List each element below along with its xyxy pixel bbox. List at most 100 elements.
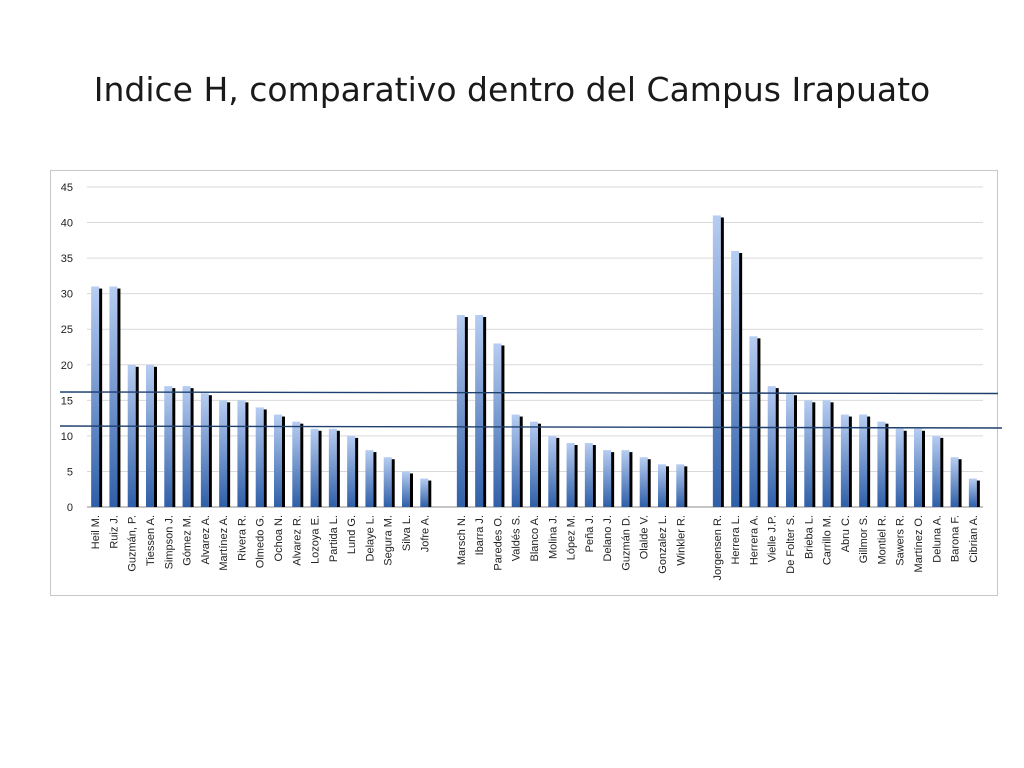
bar-fill xyxy=(402,471,410,507)
bar xyxy=(310,428,322,507)
x-category-label: Ibarra J. xyxy=(474,515,486,555)
bar xyxy=(328,428,340,507)
x-axis-category-labels: Heil M. Ruiz J. Guzmán, P. Tiessen A. Simpso… xyxy=(90,515,980,580)
x-category-label: Delaye L. xyxy=(364,515,376,561)
y-tick-label: 45 xyxy=(61,182,73,194)
bar-fill xyxy=(328,428,337,507)
x-category-label: Winkler R. xyxy=(675,515,687,566)
bar-fill xyxy=(767,386,776,507)
bar-fill xyxy=(127,364,136,507)
bar-fill xyxy=(584,443,593,507)
x-category-label: Martínez O. xyxy=(913,515,925,572)
bar-shadow xyxy=(99,288,103,507)
x-category-label: López M. xyxy=(566,515,578,560)
bar xyxy=(347,435,359,507)
bar-fill xyxy=(822,400,831,507)
bar-fill xyxy=(292,421,301,507)
bar-shadow xyxy=(848,416,852,507)
bar-shadow xyxy=(611,452,615,507)
bar xyxy=(493,343,505,507)
bar-fill xyxy=(383,457,392,507)
bar-fill xyxy=(475,315,484,507)
bar xyxy=(968,478,980,507)
bar xyxy=(840,414,852,507)
x-category-label: Guzmán D. xyxy=(620,515,632,571)
x-category-label: Tiessen A. xyxy=(145,515,157,566)
bar-shadow xyxy=(245,402,249,507)
bar-shadow xyxy=(885,423,889,507)
bar-shadow xyxy=(428,480,432,507)
bar-shadow xyxy=(135,366,139,507)
bar-shadow xyxy=(519,416,523,507)
bar xyxy=(200,393,212,507)
bar-fill xyxy=(840,414,849,507)
bar-fill xyxy=(310,428,319,507)
chart-frame: 0 5 10 15 20 25 30 35 40 45 Heil M. Ruiz J. Guzmán,… xyxy=(50,170,998,596)
bar-shadow xyxy=(647,459,651,507)
bar xyxy=(566,443,578,507)
bar-fill xyxy=(164,386,173,507)
bar-shadow xyxy=(227,402,231,507)
bar xyxy=(895,428,907,507)
bar-fill xyxy=(932,435,941,507)
bar-fill xyxy=(639,457,648,507)
x-category-label: Molina J. xyxy=(547,515,559,559)
bar xyxy=(822,400,834,507)
x-category-label: Ruiz J. xyxy=(108,515,120,549)
bar-shadow xyxy=(720,217,724,507)
bar-fill xyxy=(456,315,465,507)
x-category-label: Delano J. xyxy=(602,515,614,561)
bar xyxy=(219,400,231,507)
x-category-label: Abru C. xyxy=(840,515,852,552)
bar xyxy=(914,428,925,507)
x-category-label: Paredes O. xyxy=(492,515,504,571)
slide-title: Indice H, comparativo dentro del Campus … xyxy=(93,70,931,109)
bar-shadow xyxy=(757,338,761,507)
x-category-label: Gillmor S. xyxy=(858,515,870,563)
x-category-label: Lund G. xyxy=(346,515,358,554)
bar xyxy=(383,457,395,507)
x-category-label: Alvarez R. xyxy=(291,515,303,566)
bar-fill xyxy=(566,443,575,507)
bar-shadow xyxy=(464,317,468,507)
bar-shadow xyxy=(739,253,743,507)
bar xyxy=(950,457,962,507)
x-category-label: Brieba L. xyxy=(803,515,815,559)
bar-fill xyxy=(877,421,886,507)
bar xyxy=(255,407,267,507)
x-category-label: Olalde V. xyxy=(639,515,651,559)
x-category-label: Peña J. xyxy=(584,515,596,552)
bar-fill xyxy=(237,400,246,507)
bar-fill xyxy=(91,286,100,507)
bar xyxy=(859,414,871,507)
bar-shadow xyxy=(117,288,121,507)
bar xyxy=(127,364,139,507)
bar-shadow xyxy=(501,345,505,507)
bar-fill xyxy=(658,464,666,507)
bar xyxy=(456,315,468,507)
bar xyxy=(767,386,779,507)
y-tick-label: 20 xyxy=(61,360,73,372)
x-category-label: Carrillo M. xyxy=(822,515,834,565)
x-category-label: Alvarez A. xyxy=(200,515,212,565)
bar-shadow xyxy=(154,366,157,507)
y-tick-label: 40 xyxy=(61,218,73,230)
y-tick-label: 10 xyxy=(61,431,73,443)
x-category-label: Rivera R. xyxy=(236,515,248,561)
bar xyxy=(932,435,944,507)
bar-shadow xyxy=(391,459,395,507)
bar-fill xyxy=(914,428,922,507)
x-category-label: Martínez A. xyxy=(218,515,230,571)
bar-shadow xyxy=(867,416,871,507)
y-tick-label: 25 xyxy=(61,324,73,336)
bar-fill xyxy=(511,414,520,507)
bar-chart: 0 5 10 15 20 25 30 35 40 45 Heil M. Ruiz J. Guzmán,… xyxy=(61,182,983,580)
bar-fill xyxy=(968,478,977,507)
bar xyxy=(109,286,121,507)
x-category-label: Olmedo G. xyxy=(255,515,267,568)
bar xyxy=(182,386,194,507)
bar-shadow xyxy=(318,430,322,507)
bar-shadow xyxy=(172,388,176,507)
bar-shadow xyxy=(903,430,907,507)
bar-fill xyxy=(493,343,502,507)
